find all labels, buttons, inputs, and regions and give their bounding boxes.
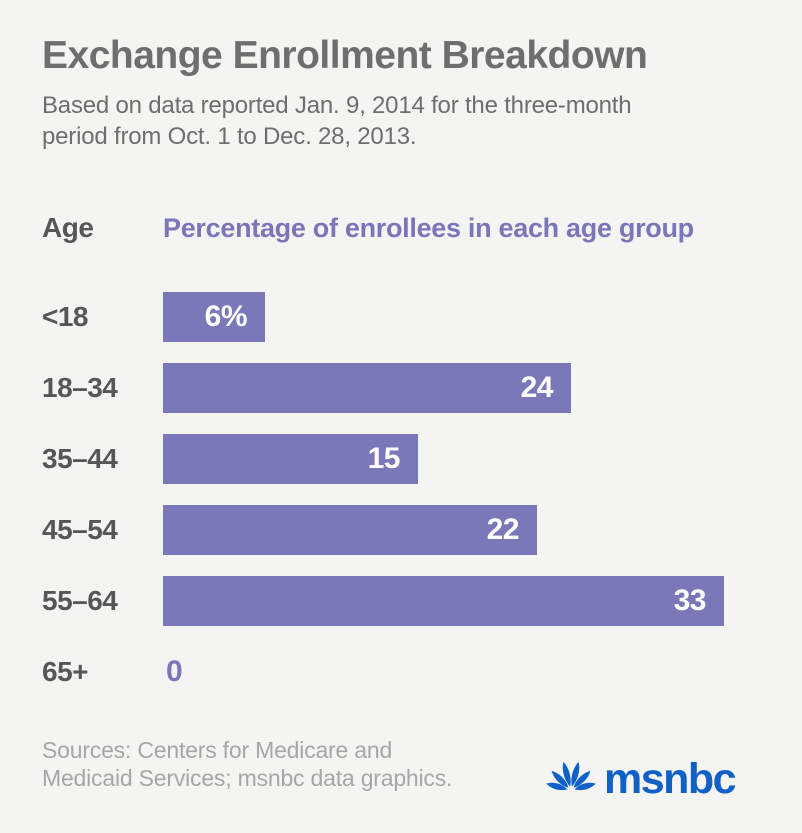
bar: 33 [163,576,724,626]
category-label: 45–54 [42,514,118,545]
age-column-header: Age [42,212,94,243]
sources-note: Sources: Centers for Medicare and Medica… [42,736,452,792]
chart-title: Exchange Enrollment Breakdown [42,34,648,77]
zero-value-label: 0 [166,655,183,688]
chart-subtitle-line1: Based on data reported Jan. 9, 2014 for … [42,92,632,119]
sources-line1: Sources: Centers for Medicare and [42,737,393,763]
chart-row: 18–34 24 [0,363,802,413]
chart-row: 55–64 33 [0,576,802,626]
value-column-header: Percentage of enrollees in each age grou… [163,213,694,243]
chart-subtitle: Based on data reported Jan. 9, 2014 for … [42,90,632,152]
bar: 6% [163,292,265,342]
bar-chart: <18 6% 18–34 24 35–44 15 45–54 22 55–64 33 65+ 0 [0,292,802,718]
bar-value-label: 6% [204,300,248,333]
category-label: <18 [42,301,89,332]
bar: 15 [163,434,418,484]
column-headers: Age Percentage of enrollees in each age … [0,212,802,246]
bar-value-label: 24 [520,371,554,404]
category-label: 65+ [42,656,89,687]
chart-row: 65+ 0 [0,647,802,697]
category-label: 55–64 [42,585,118,616]
chart-subtitle-line2: period from Oct. 1 to Dec. 28, 2013. [42,123,417,150]
sources-line2: Medicaid Services; msnbc data graphics. [42,765,453,791]
bar: 24 [163,363,571,413]
chart-row: <18 6% [0,292,802,342]
bar: 22 [163,505,537,555]
chart-row: 45–54 22 [0,505,802,555]
bar-value-label: 33 [673,584,707,617]
bar-value-label: 15 [367,442,401,475]
category-label: 18–34 [42,372,118,403]
peacock-icon [546,761,596,791]
msnbc-logo: msnbc [545,740,737,801]
category-label: 35–44 [42,443,118,474]
chart-row: 35–44 15 [0,434,802,484]
msnbc-wordmark: msnbc [604,755,737,803]
bar-value-label: 22 [486,513,520,546]
